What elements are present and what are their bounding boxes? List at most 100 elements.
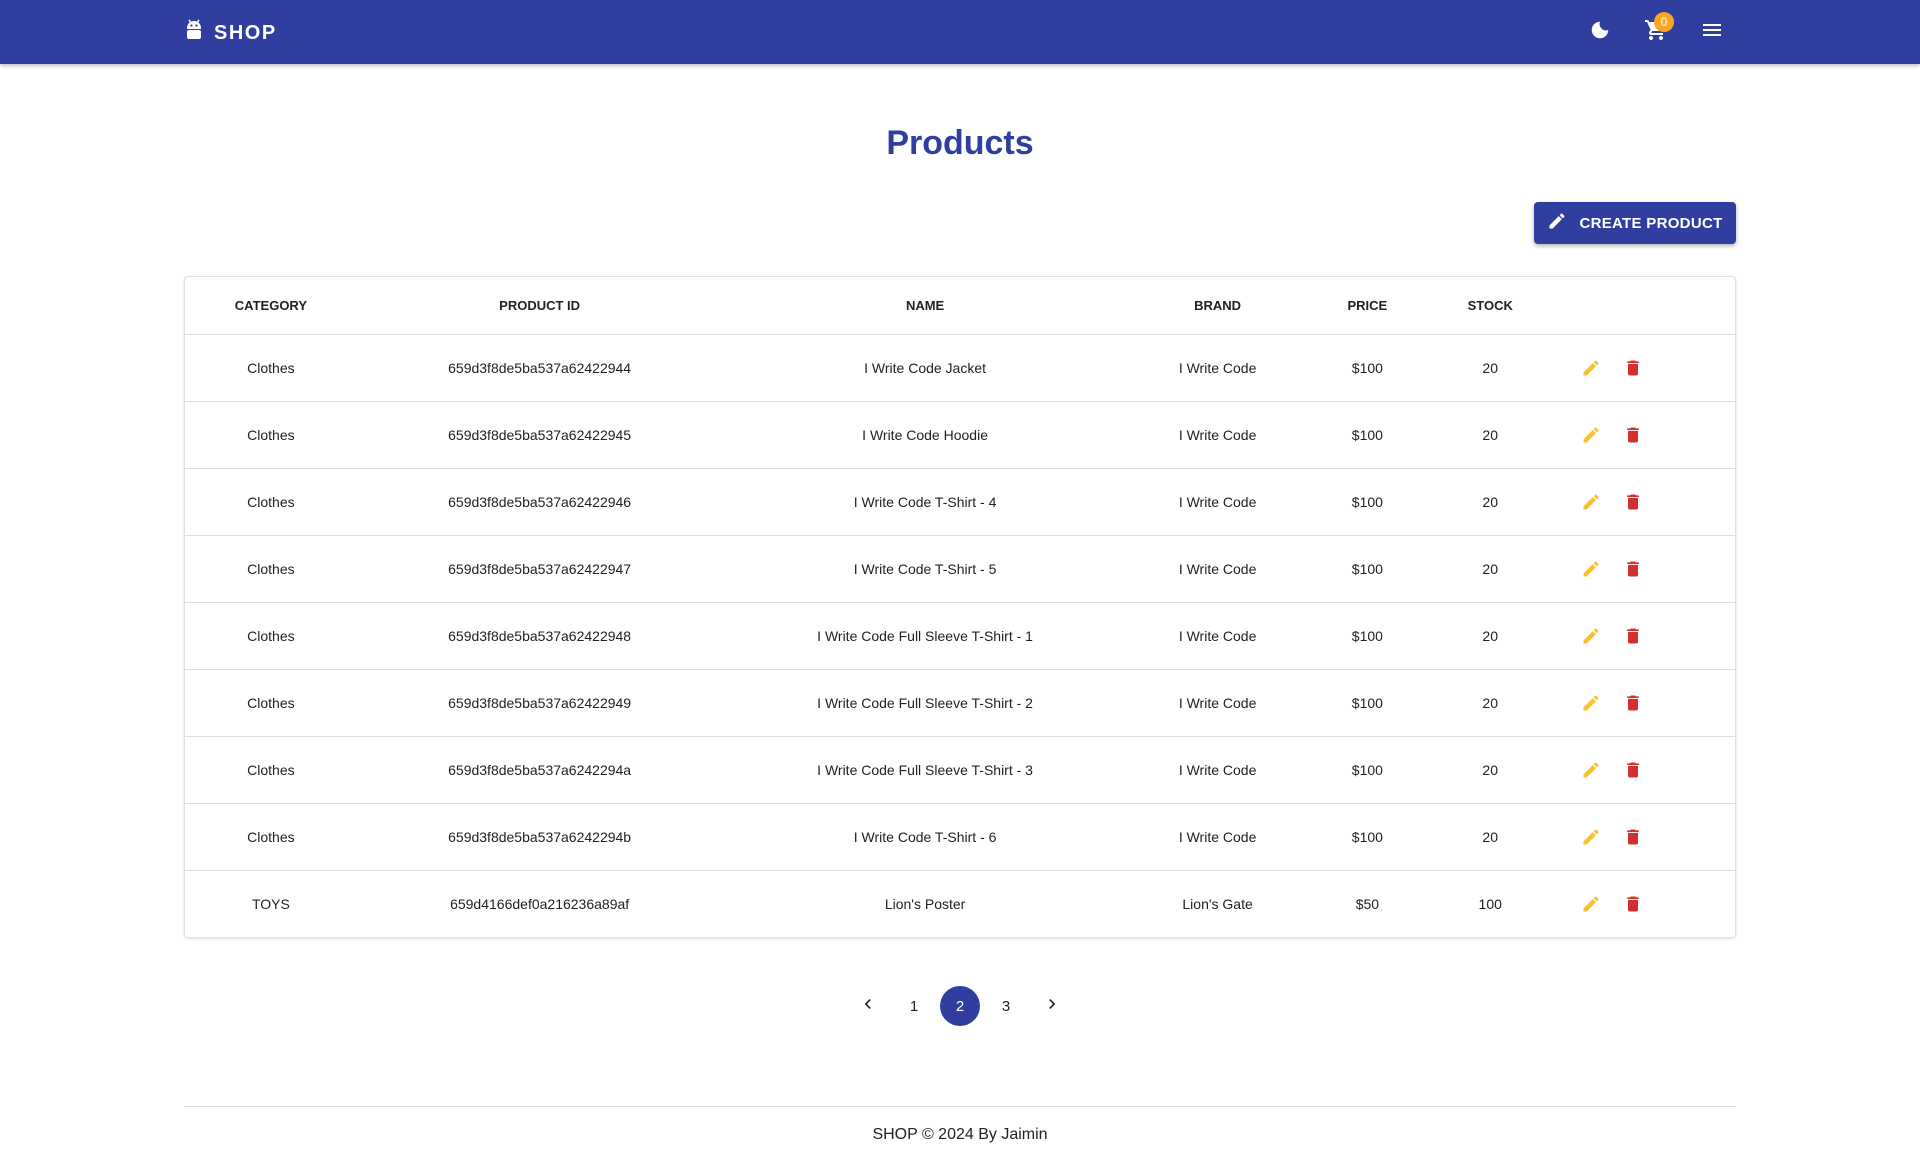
- android-icon: [184, 19, 204, 48]
- row-actions: [1553, 758, 1735, 782]
- create-product-label: CREATE PRODUCT: [1579, 214, 1723, 232]
- cell-name: I Write Code Full Sleeve T-Shirt - 2: [722, 669, 1128, 737]
- cell-product-id: 659d3f8de5ba537a62422947: [356, 535, 723, 603]
- row-actions: [1553, 892, 1735, 916]
- cell-actions: [1553, 468, 1735, 536]
- previous-page-button[interactable]: [848, 986, 888, 1026]
- column-header-name: NAME: [722, 277, 1128, 335]
- edit-pencil-icon[interactable]: [1579, 423, 1603, 447]
- cart-button[interactable]: 0: [1636, 12, 1676, 52]
- table-row: Clothes 659d3f8de5ba537a62422946 I Write C…: [185, 468, 1735, 536]
- cell-price: $100: [1307, 334, 1428, 402]
- cell-category: Clothes: [185, 401, 357, 469]
- table-row: Clothes 659d3f8de5ba537a62422945 I Write C…: [185, 401, 1735, 469]
- cell-category: TOYS: [251, 895, 290, 912]
- delete-trash-icon[interactable]: [1621, 557, 1645, 581]
- table-body: Clothes 659d3f8de5ba537a62422944 I Write C…: [185, 334, 1735, 937]
- table-row: Clothes 659d3f8de5ba537a62422948 I Write C…: [185, 602, 1735, 670]
- cell-name: I Write Code T-Shirt - 4: [722, 468, 1128, 536]
- delete-trash-icon[interactable]: [1621, 423, 1645, 447]
- delete-trash-icon[interactable]: [1621, 758, 1645, 782]
- column-header-brand: BRAND: [1127, 277, 1308, 335]
- cell-actions: [1553, 669, 1735, 737]
- cell-name: I Write Code Hoodie: [722, 401, 1128, 469]
- edit-pencil-icon[interactable]: [1579, 758, 1603, 782]
- page-title: Products: [886, 124, 1034, 162]
- cell-product-id: 659d4166def0a216236a89af: [450, 895, 630, 912]
- table-row: Clothes 659d3f8de5ba537a62422947 I Write C…: [185, 535, 1735, 603]
- cell-price: $100: [1307, 736, 1428, 804]
- next-page-button[interactable]: [1032, 986, 1072, 1026]
- app-bar-actions: 0: [1580, 12, 1732, 52]
- dark-mode-toggle[interactable]: [1580, 12, 1620, 52]
- delete-trash-icon[interactable]: [1621, 490, 1645, 514]
- edit-pencil-icon[interactable]: [1579, 490, 1603, 514]
- cell-category: Clothes: [185, 535, 357, 603]
- delete-trash-icon[interactable]: [1621, 892, 1645, 916]
- page-button-1[interactable]: 1: [909, 997, 919, 1015]
- delete-trash-icon[interactable]: [1621, 825, 1645, 849]
- cell-category: Clothes: [185, 602, 357, 670]
- edit-pencil-icon: [1547, 211, 1567, 235]
- delete-trash-icon[interactable]: [1621, 691, 1645, 715]
- cell-brand: Lion's Gate: [1182, 895, 1253, 912]
- footer-divider: [184, 1106, 1736, 1107]
- column-header-product-id: PRODUCT ID: [356, 277, 723, 335]
- cell-actions: [1553, 870, 1735, 937]
- cell-price: $100: [1307, 468, 1428, 536]
- edit-pencil-icon[interactable]: [1579, 624, 1603, 648]
- cell-category: Clothes: [185, 468, 357, 536]
- column-header-price: PRICE: [1307, 277, 1428, 335]
- cell-stock: 20: [1427, 401, 1554, 469]
- delete-trash-icon[interactable]: [1621, 356, 1645, 380]
- edit-pencil-icon[interactable]: [1579, 557, 1603, 581]
- edit-pencil-icon[interactable]: [1579, 356, 1603, 380]
- chevron-left-icon: [858, 994, 878, 1018]
- cell-price: $100: [1307, 803, 1428, 871]
- products-table: CATEGORY PRODUCT ID NAME BRAND PRICE STO…: [184, 276, 1736, 938]
- cell-brand: I Write Code: [1127, 669, 1308, 737]
- table-row: TOYS 659d4166def0a216236a89af Lion's Poste…: [185, 870, 1735, 937]
- column-header-stock: STOCK: [1427, 277, 1554, 335]
- cell-stock: 20: [1427, 535, 1554, 603]
- cell-name: I Write Code T-Shirt - 5: [722, 535, 1128, 603]
- edit-pencil-icon[interactable]: [1579, 691, 1603, 715]
- cell-name: I Write Code Full Sleeve T-Shirt - 1: [722, 602, 1128, 670]
- cell-price: $100: [1307, 602, 1428, 670]
- cell-product-id: 659d3f8de5ba537a62422948: [356, 602, 723, 670]
- menu-button[interactable]: [1692, 12, 1732, 52]
- row-actions: [1553, 691, 1735, 715]
- cell-stock: 100: [1478, 895, 1502, 912]
- row-actions: [1553, 825, 1735, 849]
- cell-product-id: 659d3f8de5ba537a62422946: [356, 468, 723, 536]
- footer-text: SHOP © 2024 By Jaimin: [872, 1126, 1048, 1143]
- cell-name: I Write Code T-Shirt - 6: [722, 803, 1128, 871]
- cell-price: $100: [1307, 401, 1428, 469]
- cell-category: Clothes: [185, 669, 357, 737]
- row-actions: [1553, 557, 1735, 581]
- cell-brand: I Write Code: [1127, 736, 1308, 804]
- cell-stock: 20: [1427, 736, 1554, 804]
- edit-pencil-icon[interactable]: [1579, 825, 1603, 849]
- cell-actions: [1553, 803, 1735, 871]
- chevron-right-icon: [1042, 994, 1062, 1018]
- create-product-button[interactable]: CREATE PRODUCT: [1534, 202, 1736, 244]
- brand-logo[interactable]: SHOP: [184, 19, 277, 48]
- table-header-row: CATEGORY PRODUCT ID NAME BRAND PRICE STO…: [185, 277, 1735, 335]
- page-button-2-current[interactable]: 2: [940, 986, 980, 1026]
- column-header-actions: [1553, 277, 1735, 335]
- table-row: Clothes 659d3f8de5ba537a6242294a I Write C…: [185, 736, 1735, 804]
- cell-product-id: 659d3f8de5ba537a62422945: [356, 401, 723, 469]
- row-actions: [1553, 624, 1735, 648]
- cell-actions: [1553, 401, 1735, 469]
- cell-name: I Write Code Full Sleeve T-Shirt - 3: [722, 736, 1128, 804]
- table-row: Clothes 659d3f8de5ba537a62422949 I Write C…: [185, 669, 1735, 737]
- cell-category: Clothes: [185, 803, 357, 871]
- delete-trash-icon[interactable]: [1621, 624, 1645, 648]
- edit-pencil-icon[interactable]: [1579, 892, 1603, 916]
- cell-product-id: 659d3f8de5ba537a62422949: [356, 669, 723, 737]
- cell-product-id: 659d3f8de5ba537a6242294a: [356, 736, 723, 804]
- cell-product-id: 659d3f8de5ba537a6242294b: [356, 803, 723, 871]
- page-button-3[interactable]: 3: [1001, 997, 1011, 1015]
- cell-stock: 20: [1427, 602, 1554, 670]
